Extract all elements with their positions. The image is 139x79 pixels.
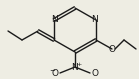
Text: N: N	[92, 15, 98, 24]
Text: O: O	[109, 44, 116, 53]
Text: O: O	[52, 68, 59, 77]
Text: N: N	[52, 15, 58, 24]
Text: −: −	[49, 68, 55, 74]
Text: +: +	[76, 61, 81, 67]
Text: O: O	[91, 68, 98, 77]
Text: N: N	[72, 62, 78, 71]
